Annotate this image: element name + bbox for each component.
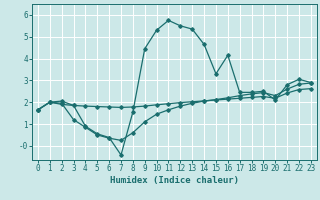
X-axis label: Humidex (Indice chaleur): Humidex (Indice chaleur): [110, 176, 239, 185]
